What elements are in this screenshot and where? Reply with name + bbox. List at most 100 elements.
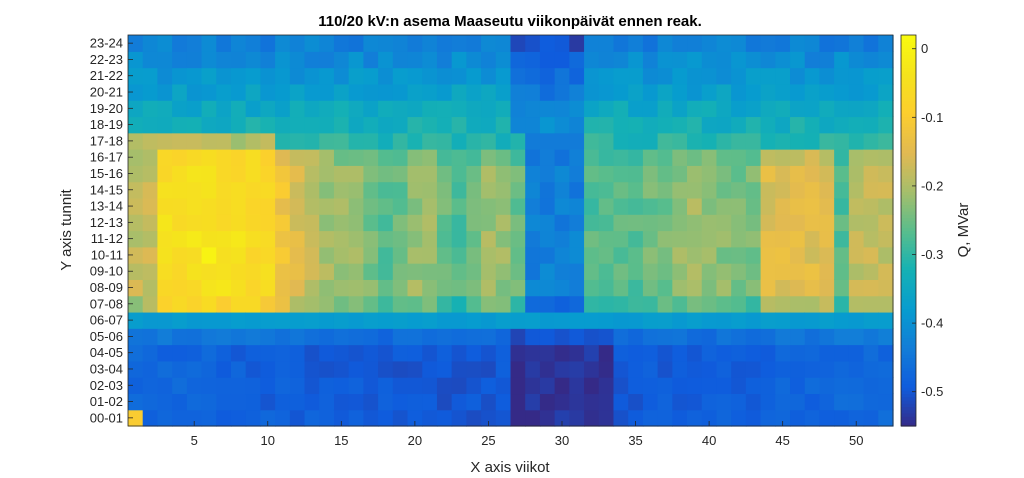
- heatmap-cell: [775, 360, 791, 378]
- heatmap-cell: [775, 132, 791, 150]
- heatmap-cell: [275, 214, 291, 232]
- y-tick-label: 06-07: [90, 313, 123, 328]
- heatmap-cell: [275, 51, 291, 69]
- heatmap-cell: [525, 263, 541, 280]
- heatmap-cell: [378, 311, 394, 329]
- heatmap-cell: [363, 377, 379, 395]
- heatmap-cell: [642, 214, 659, 232]
- heatmap-cell: [775, 377, 791, 395]
- heatmap-cell: [422, 377, 438, 395]
- heatmap-cell: [304, 393, 320, 411]
- heatmap-cell: [495, 328, 512, 346]
- heatmap-cell: [657, 197, 673, 215]
- heatmap-cell: [172, 132, 188, 150]
- heatmap-cell: [642, 116, 659, 134]
- heatmap-cell: [260, 100, 276, 118]
- heatmap-cell: [436, 279, 453, 297]
- heatmap-cell: [804, 409, 821, 427]
- heatmap-cell: [230, 83, 247, 101]
- heatmap-cell: [304, 51, 320, 69]
- heatmap-cell: [289, 116, 306, 134]
- heatmap-cell: [157, 295, 173, 313]
- heatmap-cell: [539, 360, 556, 378]
- heatmap-cell: [333, 393, 350, 411]
- heatmap-cell: [466, 51, 482, 69]
- heatmap-cell: [157, 67, 173, 85]
- heatmap-cell: [230, 377, 247, 395]
- heatmap-cell: [598, 311, 615, 329]
- heatmap-cell: [333, 83, 350, 101]
- heatmap-cell: [392, 263, 409, 280]
- heatmap-cell: [584, 377, 600, 395]
- heatmap-cell: [642, 181, 659, 199]
- heatmap-cell: [716, 116, 732, 134]
- heatmap-cell: [319, 116, 335, 134]
- heatmap-cell: [569, 197, 585, 215]
- heatmap-cell: [745, 100, 762, 118]
- heatmap-cell: [304, 230, 320, 248]
- heatmap-cell: [495, 311, 512, 329]
- heatmap-cell: [201, 35, 217, 52]
- heatmap-cell: [186, 67, 203, 85]
- heatmap-cell: [363, 149, 379, 166]
- heatmap-cell: [481, 409, 497, 427]
- heatmap-cell: [745, 67, 762, 85]
- colorbar-segment: [901, 292, 916, 297]
- heatmap-cell: [378, 360, 394, 378]
- x-tick-label: 10: [261, 433, 275, 448]
- heatmap-cell: [201, 246, 217, 264]
- heatmap-cell: [451, 67, 467, 85]
- heatmap-cell: [363, 295, 379, 313]
- heatmap-cell: [598, 51, 615, 69]
- heatmap-cell: [363, 328, 379, 346]
- heatmap-cell: [466, 197, 482, 215]
- heatmap-cell: [333, 214, 350, 232]
- heatmap-cell: [863, 35, 879, 52]
- heatmap-cell: [216, 35, 232, 52]
- heatmap-cell: [745, 344, 762, 362]
- heatmap-cell: [554, 328, 570, 346]
- heatmap-cell: [157, 51, 173, 69]
- heatmap-cell: [525, 409, 541, 427]
- y-tick-label: 09-10: [90, 264, 123, 279]
- heatmap-cell: [230, 311, 247, 329]
- heatmap-cell: [672, 328, 688, 346]
- heatmap-cell: [319, 51, 335, 69]
- heatmap-cell: [260, 83, 276, 101]
- heatmap-cell: [407, 214, 423, 232]
- heatmap-cell: [245, 149, 261, 166]
- heatmap-cell: [304, 100, 320, 118]
- heatmap-cell: [407, 360, 423, 378]
- heatmap-cell: [554, 295, 570, 313]
- heatmap-cell: [289, 181, 306, 199]
- heatmap-cell: [216, 181, 232, 199]
- heatmap-cell: [289, 295, 306, 313]
- heatmap-cell: [451, 35, 467, 52]
- heatmap-cell: [628, 409, 644, 427]
- heatmap-cell: [878, 116, 894, 134]
- colorbar-segment: [901, 269, 916, 274]
- y-tick-label: 20-21: [90, 85, 123, 100]
- heatmap-cell: [260, 377, 276, 395]
- heatmap-cell: [657, 360, 673, 378]
- heatmap-cell: [201, 311, 217, 329]
- colorbar-segment: [901, 380, 916, 385]
- heatmap-cell: [657, 132, 673, 150]
- heatmap-cell: [834, 295, 850, 313]
- heatmap-cell: [804, 181, 821, 199]
- heatmap-cell: [510, 279, 526, 297]
- heatmap-cell: [172, 393, 188, 411]
- heatmap-cell: [260, 67, 276, 85]
- colorbar-segment: [901, 321, 916, 326]
- heatmap-cell: [642, 344, 659, 362]
- heatmap-cell: [613, 279, 629, 297]
- heatmap-cell: [525, 344, 541, 362]
- heatmap-cell: [804, 132, 821, 150]
- heatmap-cell: [745, 409, 762, 427]
- x-tick-label: 50: [849, 433, 863, 448]
- heatmap-cell: [863, 393, 879, 411]
- heatmap-cell: [716, 344, 732, 362]
- heatmap-cell: [863, 181, 879, 199]
- colorbar-segment: [901, 64, 916, 69]
- colorbar-segment: [901, 396, 916, 401]
